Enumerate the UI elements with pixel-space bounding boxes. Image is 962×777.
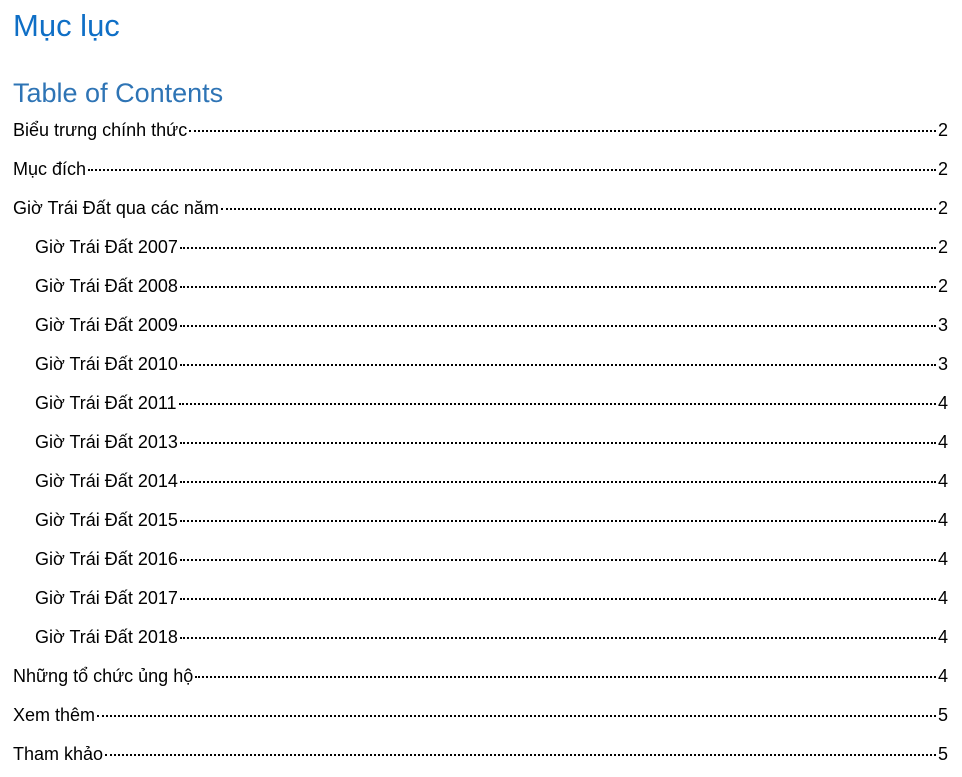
toc-subentry[interactable]: Giờ Trái Đất 2007 2	[13, 228, 948, 267]
toc-subentry[interactable]: Giờ Trái Đất 2014 4	[13, 462, 948, 501]
toc-entry-title: Giờ Trái Đất 2017	[35, 588, 178, 608]
toc-entry-title: Giờ Trái Đất 2018	[35, 627, 178, 647]
toc-entry[interactable]: Xem thêm 5	[13, 696, 948, 735]
toc-subentry[interactable]: Giờ Trái Đất 2009 3	[13, 306, 948, 345]
toc-dot-leader	[220, 207, 936, 210]
toc-dot-leader	[88, 168, 936, 171]
toc-subentry[interactable]: Giờ Trái Đất 2010 3	[13, 345, 948, 384]
toc-dot-leader	[179, 285, 936, 288]
toc-page-number: 2	[937, 120, 948, 140]
toc-entry-title: Xem thêm	[13, 705, 96, 725]
toc-dot-leader	[179, 363, 936, 366]
toc-dot-leader	[179, 636, 936, 639]
toc-page-number: 4	[937, 666, 948, 686]
toc-dot-leader	[179, 480, 936, 483]
toc-entry-title: Giờ Trái Đất 2007	[35, 237, 178, 257]
toc-page-number: 4	[937, 471, 948, 491]
toc-entry[interactable]: Những tổ chức ủng hộ 4	[13, 657, 948, 696]
toc-entry[interactable]: Tham khảo 5	[13, 735, 948, 774]
toc-entry-title: Giờ Trái Đất 2011	[35, 393, 177, 413]
toc-entry-title: Những tổ chức ủng hộ	[13, 666, 194, 686]
toc-page-number: 5	[937, 744, 948, 764]
toc-heading: Table of Contents	[13, 78, 224, 108]
toc-page-number: 4	[937, 627, 948, 647]
toc-entry-title: Giờ Trái Đất 2016	[35, 549, 178, 569]
toc-page-number: 5	[937, 705, 948, 725]
toc-dot-leader	[179, 441, 936, 444]
toc-subentry[interactable]: Giờ Trái Đất 2011 4	[13, 384, 948, 423]
toc-entry-title: Giờ Trái Đất 2013	[35, 432, 178, 452]
toc-page-number: 3	[937, 354, 948, 374]
toc-page-number: 4	[937, 510, 948, 530]
toc-dot-leader	[179, 597, 936, 600]
toc-subentry[interactable]: Giờ Trái Đất 2008 2	[13, 267, 948, 306]
toc-entry-title: Giờ Trái Đất 2009	[35, 315, 178, 335]
toc-page-number: 4	[937, 549, 948, 569]
toc-subentry[interactable]: Giờ Trái Đất 2015 4	[13, 501, 948, 540]
toc-entry-title: Giờ Trái Đất 2008	[35, 276, 178, 296]
toc-dot-leader	[179, 558, 936, 561]
toc-subentry[interactable]: Giờ Trái Đất 2013 4	[13, 423, 948, 462]
toc-subentry[interactable]: Giờ Trái Đất 2018 4	[13, 618, 948, 657]
toc-entry-title: Giờ Trái Đất 2015	[35, 510, 178, 530]
toc-dot-leader	[179, 324, 936, 327]
toc-page-number: 4	[937, 432, 948, 452]
toc-subentry[interactable]: Giờ Trái Đất 2017 4	[13, 579, 948, 618]
toc-page-number: 2	[937, 198, 948, 218]
toc-dot-leader	[178, 402, 936, 405]
toc-entry[interactable]: Giờ Trái Đất qua các năm 2	[13, 189, 948, 228]
toc-page-number: 3	[937, 315, 948, 335]
toc-subentry[interactable]: Giờ Trái Đất 2016 4	[13, 540, 948, 579]
toc-entry-title: Biểu trưng chính thức	[13, 120, 188, 140]
toc-dot-leader	[189, 129, 936, 132]
document-heading: Mục lục	[13, 8, 120, 43]
toc-entry-title: Giờ Trái Đất qua các năm	[13, 198, 219, 218]
toc-page-number: 2	[937, 237, 948, 257]
toc-entry[interactable]: Mục đích 2	[13, 150, 948, 189]
toc-entry-title: Giờ Trái Đất 2010	[35, 354, 178, 374]
toc-dot-leader	[179, 519, 936, 522]
toc-page-number: 2	[937, 276, 948, 296]
toc-entry-title: Giờ Trái Đất 2014	[35, 471, 178, 491]
toc-dot-leader	[195, 675, 936, 678]
toc-entry-title: Tham khảo	[13, 744, 104, 764]
table-of-contents: Biểu trưng chính thức 2 Mục đích 2 Giờ T…	[13, 111, 948, 774]
toc-dot-leader	[105, 753, 936, 756]
toc-entry[interactable]: Biểu trưng chính thức 2	[13, 111, 948, 150]
toc-dot-leader	[179, 246, 936, 249]
toc-page-number: 4	[937, 393, 948, 413]
toc-page-number: 2	[937, 159, 948, 179]
toc-page-number: 4	[937, 588, 948, 608]
toc-dot-leader	[97, 714, 936, 717]
toc-entry-title: Mục đích	[13, 159, 87, 179]
